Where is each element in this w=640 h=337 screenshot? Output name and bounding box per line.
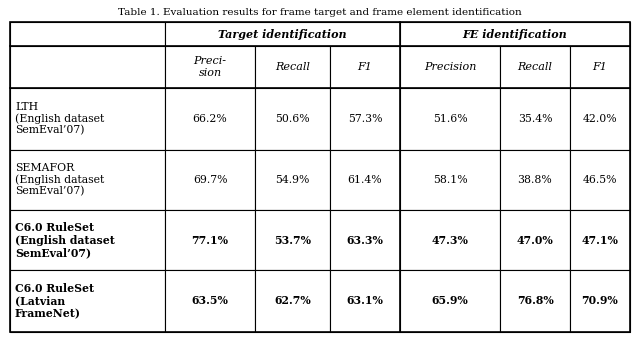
Text: 63.3%: 63.3% <box>347 235 383 245</box>
Bar <box>330 270 400 332</box>
Text: Recall: Recall <box>275 62 310 72</box>
Bar <box>330 210 400 270</box>
Text: F1: F1 <box>358 62 372 72</box>
Bar <box>500 270 570 332</box>
Text: C6.0 RuleSet
(Latvian
FrameNet): C6.0 RuleSet (Latvian FrameNet) <box>15 283 94 319</box>
Text: Preci-
sion: Preci- sion <box>193 56 227 78</box>
Bar <box>165 46 255 88</box>
Text: 51.6%: 51.6% <box>433 114 467 124</box>
Bar <box>255 210 330 270</box>
Text: 62.7%: 62.7% <box>274 296 311 306</box>
Bar <box>255 150 330 210</box>
Text: 66.2%: 66.2% <box>193 114 227 124</box>
Bar <box>10 270 165 332</box>
Text: 42.0%: 42.0% <box>582 114 618 124</box>
Bar <box>165 150 255 210</box>
Text: 50.6%: 50.6% <box>275 114 310 124</box>
Bar <box>400 150 500 210</box>
Bar <box>400 22 630 46</box>
Bar <box>165 22 400 46</box>
Text: 47.3%: 47.3% <box>431 235 468 245</box>
Text: 57.3%: 57.3% <box>348 114 382 124</box>
Bar <box>10 210 165 270</box>
Text: 47.1%: 47.1% <box>582 235 618 245</box>
Text: Target identification: Target identification <box>218 29 347 39</box>
Text: SEMAFOR
(English dataset
SemEval’07): SEMAFOR (English dataset SemEval’07) <box>15 163 104 197</box>
Bar <box>255 46 330 88</box>
Bar <box>500 210 570 270</box>
Bar <box>400 88 500 150</box>
Bar <box>330 150 400 210</box>
Bar <box>500 150 570 210</box>
Text: 69.7%: 69.7% <box>193 175 227 185</box>
Bar <box>500 88 570 150</box>
Bar <box>330 88 400 150</box>
Text: LTH
(English dataset
SemEval’07): LTH (English dataset SemEval’07) <box>15 102 104 136</box>
Text: FE identification: FE identification <box>463 29 568 39</box>
Bar <box>255 270 330 332</box>
Text: Precision: Precision <box>424 62 476 72</box>
Bar <box>400 46 500 88</box>
Bar <box>400 210 500 270</box>
Text: 38.8%: 38.8% <box>518 175 552 185</box>
Text: 70.9%: 70.9% <box>582 296 618 306</box>
Text: 63.5%: 63.5% <box>191 296 228 306</box>
Text: F1: F1 <box>593 62 607 72</box>
Bar <box>165 270 255 332</box>
Bar <box>165 88 255 150</box>
Bar <box>255 88 330 150</box>
Text: 65.9%: 65.9% <box>431 296 468 306</box>
Bar <box>570 210 630 270</box>
Text: Table 1. Evaluation results for frame target and frame element identification: Table 1. Evaluation results for frame ta… <box>118 8 522 17</box>
Text: 77.1%: 77.1% <box>191 235 228 245</box>
Bar <box>570 46 630 88</box>
Bar <box>165 210 255 270</box>
Bar <box>330 46 400 88</box>
Text: 61.4%: 61.4% <box>348 175 382 185</box>
Bar <box>10 88 165 150</box>
Bar <box>570 270 630 332</box>
Text: 35.4%: 35.4% <box>518 114 552 124</box>
Text: 58.1%: 58.1% <box>433 175 467 185</box>
Text: 47.0%: 47.0% <box>516 235 554 245</box>
Bar <box>400 270 500 332</box>
Text: 53.7%: 53.7% <box>274 235 311 245</box>
Text: Recall: Recall <box>518 62 552 72</box>
Bar <box>10 150 165 210</box>
Bar <box>570 150 630 210</box>
Bar <box>500 46 570 88</box>
Text: 54.9%: 54.9% <box>275 175 310 185</box>
Bar <box>570 88 630 150</box>
Text: 46.5%: 46.5% <box>583 175 617 185</box>
Bar <box>10 46 165 88</box>
Bar <box>10 22 165 46</box>
Text: C6.0 RuleSet
(English dataset
SemEval’07): C6.0 RuleSet (English dataset SemEval’07… <box>15 222 115 258</box>
Text: 76.8%: 76.8% <box>516 296 554 306</box>
Text: 63.1%: 63.1% <box>347 296 383 306</box>
